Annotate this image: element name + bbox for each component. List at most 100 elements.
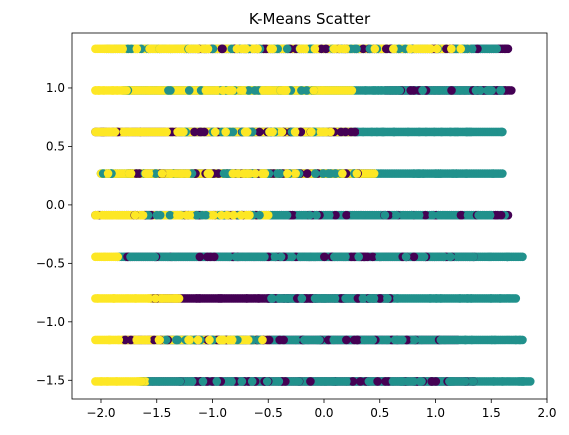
scatter-point-cluster-0 (421, 210, 430, 220)
scatter-point-cluster-2 (103, 127, 113, 137)
scatter-point-cluster-1 (227, 377, 236, 386)
scatter-point-cluster-2 (107, 44, 116, 54)
scatter-point-cluster-1 (262, 377, 272, 386)
scatter-point-cluster-0 (507, 86, 516, 95)
scatter-point-cluster-1 (487, 335, 497, 345)
scatter-point-cluster-1 (463, 294, 472, 303)
scatter-point-cluster-1 (497, 127, 507, 137)
scatter-point-cluster-2 (253, 44, 262, 54)
scatter-point-cluster-2 (447, 44, 456, 54)
scatter-point-cluster-1 (302, 86, 312, 95)
scatter-point-cluster-1 (489, 377, 499, 386)
scatter-point-cluster-2 (279, 86, 289, 95)
scatter-point-cluster-1 (382, 335, 392, 345)
scatter-point-cluster-2 (291, 169, 300, 178)
scatter-point-cluster-1 (496, 86, 505, 95)
scatter-point-cluster-2 (193, 44, 203, 54)
scatter-point-cluster-2 (389, 44, 398, 54)
scatter-point-cluster-2 (347, 86, 357, 95)
scatter-point-cluster-1 (407, 210, 417, 220)
scatter-point-cluster-1 (126, 252, 135, 262)
scatter-point-cluster-2 (109, 294, 119, 303)
scatter-point-cluster-1 (356, 210, 366, 220)
scatter-point-cluster-2 (145, 44, 154, 54)
scatter-point-cluster-2 (268, 127, 277, 137)
scatter-point-cluster-2 (130, 210, 140, 220)
scatter-point-cluster-0 (242, 294, 252, 303)
scatter-point-cluster-2 (151, 294, 160, 303)
scatter-point-cluster-2 (157, 294, 167, 303)
scatter-point-cluster-0 (306, 377, 315, 386)
scatter-point-cluster-1 (445, 377, 455, 386)
scatter-point-cluster-2 (94, 86, 103, 95)
scatter-point-cluster-1 (172, 335, 181, 345)
scatter-point-cluster-2 (108, 86, 118, 95)
scatter-point-cluster-1 (364, 377, 374, 386)
scatter-point-cluster-2 (229, 169, 239, 178)
scatter-point-cluster-1 (154, 377, 164, 386)
scatter-point-cluster-2 (456, 44, 466, 54)
scatter-point-cluster-1 (463, 210, 473, 220)
scatter-point-cluster-1 (425, 294, 435, 303)
scatter-point-cluster-0 (500, 44, 510, 54)
scatter-point-cluster-1 (389, 127, 399, 137)
scatter-point-cluster-2 (132, 335, 141, 345)
scatter-point-cluster-0 (317, 44, 326, 54)
scatter-point-cluster-1 (492, 44, 502, 54)
scatter-point-cluster-1 (453, 252, 463, 262)
scatter-point-cluster-1 (467, 44, 477, 54)
scatter-point-cluster-0 (368, 252, 378, 262)
scatter-point-cluster-1 (399, 210, 408, 220)
scatter-point-cluster-1 (358, 127, 368, 137)
scatter-point-cluster-2 (239, 169, 248, 178)
scatter-point-cluster-1 (329, 377, 338, 386)
scatter-point-cluster-2 (318, 86, 327, 95)
scatter-point-cluster-1 (395, 86, 404, 95)
scatter-point-cluster-2 (218, 86, 228, 95)
scatter-point-cluster-1 (361, 86, 370, 95)
scatter-point-cluster-2 (145, 86, 154, 95)
scatter-point-cluster-1 (368, 335, 378, 345)
scatter-point-cluster-1 (519, 377, 528, 386)
scatter-point-cluster-1 (375, 252, 384, 262)
scatter-point-cluster-2 (205, 335, 214, 345)
scatter-point-cluster-2 (138, 335, 148, 345)
scatter-point-cluster-1 (273, 169, 282, 178)
scatter-point-cluster-0 (279, 335, 288, 345)
scatter-point-cluster-1 (455, 294, 465, 303)
scatter-point-cluster-0 (350, 127, 360, 137)
scatter-point-cluster-2 (111, 252, 121, 262)
x-tick-label: −2.0 (86, 406, 115, 420)
scatter-point-cluster-1 (502, 252, 512, 262)
scatter-point-cluster-2 (411, 44, 420, 54)
scatter-point-cluster-2 (103, 169, 113, 178)
scatter-point-cluster-2 (212, 86, 221, 95)
scatter-point-cluster-2 (97, 210, 107, 220)
scatter-point-cluster-0 (427, 377, 437, 386)
scatter-point-cluster-0 (200, 127, 209, 137)
scatter-point-cluster-1 (393, 294, 402, 303)
scatter-point-cluster-2 (154, 86, 164, 95)
scatter-point-cluster-2 (124, 169, 134, 178)
scatter-point-cluster-1 (244, 86, 254, 95)
scatter-point-cluster-1 (394, 335, 403, 345)
scatter-point-cluster-0 (120, 335, 130, 345)
scatter-point-cluster-2 (100, 44, 109, 54)
scatter-point-cluster-0 (203, 252, 212, 262)
scatter-point-cluster-2 (154, 335, 164, 345)
scatter-point-cluster-1 (465, 252, 475, 262)
scatter-point-cluster-1 (386, 86, 395, 95)
scatter-point-cluster-1 (439, 252, 449, 262)
scatter-point-cluster-2 (179, 127, 188, 137)
scatter-point-cluster-1 (467, 335, 477, 345)
scatter-point-cluster-2 (177, 169, 186, 178)
scatter-point-cluster-1 (414, 127, 424, 137)
scatter-point-cluster-2 (135, 377, 145, 386)
scatter-point-cluster-1 (483, 86, 492, 95)
scatter-point-cluster-2 (102, 377, 112, 386)
scatter-point-cluster-1 (430, 252, 439, 262)
scatter-point-cluster-2 (237, 210, 246, 220)
scatter-point-cluster-0 (381, 44, 391, 54)
scatter-point-cluster-1 (421, 127, 431, 137)
